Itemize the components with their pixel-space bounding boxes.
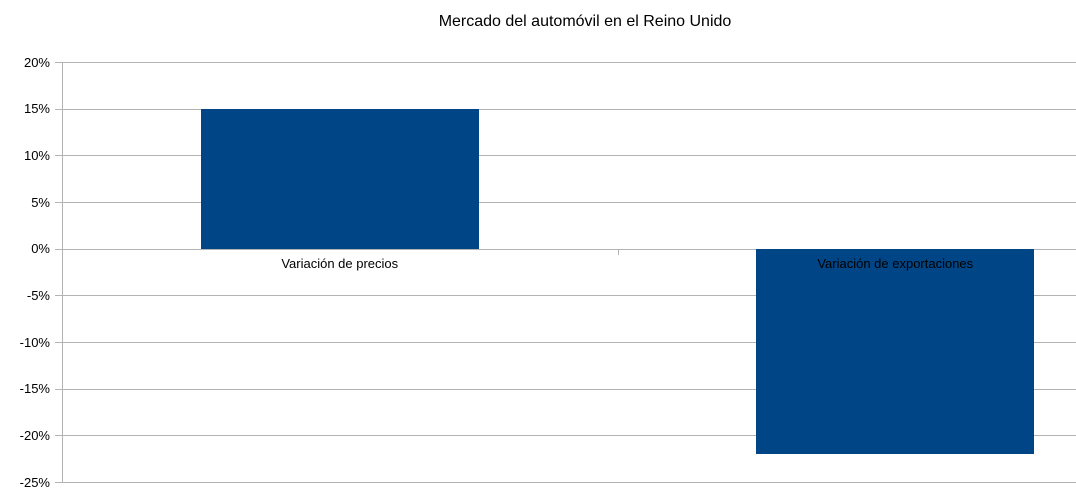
bar-variaci-n-de-exportaciones <box>756 248 1035 454</box>
y-axis-tick <box>55 388 62 390</box>
y-axis-label: -25% <box>19 474 50 490</box>
y-axis-label: 0% <box>31 241 50 257</box>
y-axis-tick <box>55 62 62 63</box>
y-axis-label: 10% <box>23 147 50 163</box>
y-axis-tick <box>55 435 62 437</box>
y-axis-label: 20% <box>23 54 50 70</box>
gridline <box>62 342 1076 343</box>
gridline <box>62 482 1076 483</box>
chart-title: Mercado del automóvil en el Reino Unido <box>438 13 732 30</box>
y-axis-label: -10% <box>19 334 50 350</box>
gridline <box>62 62 1076 63</box>
gridline <box>62 295 1076 297</box>
y-axis-label: 15% <box>23 101 50 117</box>
y-axis-tick <box>55 295 62 297</box>
gridline <box>62 202 1076 203</box>
y-axis-tick <box>55 248 62 250</box>
category-label: Variación de exportaciones <box>817 255 974 271</box>
y-axis-tick <box>55 155 62 157</box>
plot-area: 20% 15% 10% 5% 0% -5% -10% -15% -20% -25% Variació… <box>20 56 1076 489</box>
y-axis-tick <box>55 108 62 110</box>
y-axis-tick <box>55 482 62 483</box>
y-axis-label: -5% <box>26 287 50 303</box>
gridline <box>62 108 1076 110</box>
category-boundary-tick <box>617 248 619 255</box>
y-axis-label: -15% <box>19 381 50 397</box>
gridline <box>62 155 1076 157</box>
y-axis-label: 5% <box>31 194 50 210</box>
y-axis-line <box>62 62 63 482</box>
gridline <box>62 388 1076 390</box>
gridline <box>62 435 1076 437</box>
y-axis-tick <box>55 202 62 203</box>
category-label: Variación de precios <box>281 255 399 271</box>
y-axis-tick <box>55 342 62 343</box>
gridline <box>62 248 1076 250</box>
y-axis-label: -20% <box>19 427 50 443</box>
bar-variaci-n-de-precios <box>200 108 479 249</box>
